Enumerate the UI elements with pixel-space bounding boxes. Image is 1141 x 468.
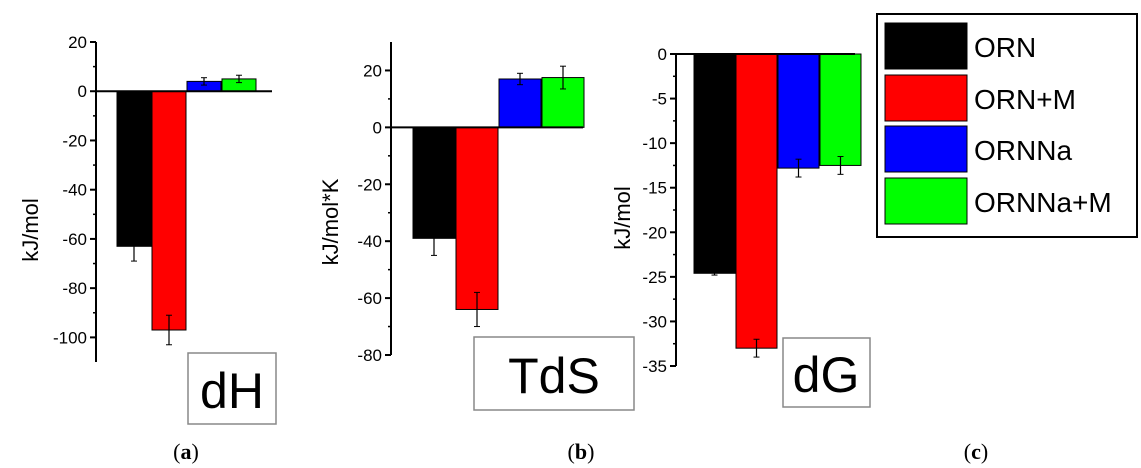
panel-c-bar-orn [693, 53, 736, 274]
panel-a-y-tick-label: 20 [68, 33, 87, 52]
panel-b-bar-ornna [498, 78, 542, 128]
panel-b-bar-orn [412, 126, 456, 239]
panel-a-y-axis-label: kJ/mol [18, 198, 43, 262]
panel-b: kJ/mol*K 20 0 -20 -40 -60 -80 TdS [318, 42, 635, 411]
legend-swatch-orn [884, 22, 968, 70]
panel-b-y-axis-label: kJ/mol*K [318, 178, 343, 265]
panel-c-bar-orn-m [735, 53, 778, 349]
legend-swatch-ornna [884, 125, 968, 173]
panel-c-bar-ornna [777, 53, 820, 169]
panel-c: kJ/mol 0 -5 -10 -15 -20 -25 -30 -35 dG [610, 45, 871, 408]
panel-c-bar-ornna-m [819, 53, 862, 166]
panel-c-y-tick-label: -25 [642, 268, 667, 287]
legend: ORN ORN+M ORNNa ORNNa+M [876, 13, 1138, 238]
panel-a-y-tick-label: 0 [78, 82, 87, 101]
panel-b-y-tick-label: -20 [357, 175, 382, 194]
panel-c-y-axis-label: kJ/mol [610, 186, 635, 250]
panel-c-y-tick-label: -30 [642, 312, 667, 331]
panel-c-y-tick-label: 0 [658, 45, 667, 64]
panel-a-bar-orn [116, 90, 152, 247]
panel-b-y-tick-label: 0 [373, 118, 382, 137]
panel-a-y-tick-label: -80 [62, 279, 87, 298]
panel-c-y-tick-label: -20 [642, 223, 667, 242]
panel-caption-c: (c) [964, 439, 988, 464]
panel-b-bar-orn-m [455, 126, 499, 310]
panel-b-y-tick-label: -80 [357, 346, 382, 365]
panel-a: kJ/mol 20 0 -20 -40 -60 -80 -100 dH [18, 33, 277, 425]
panel-c-title-box [782, 337, 871, 408]
panel-b-title-box [473, 336, 635, 411]
panel-a-bar-orn-m [151, 90, 187, 331]
panel-a-y-tick-label: -20 [62, 131, 87, 150]
panel-c-y-tick-label: -10 [642, 134, 667, 153]
panel-b-y-tick-label: -40 [357, 232, 382, 251]
panel-a-y-tick-label: -100 [53, 328, 87, 347]
legend-label-ornna: ORNNa [974, 135, 1072, 166]
panel-a-y-tick-label: -40 [62, 181, 87, 200]
panel-b-title: TdS [508, 348, 600, 404]
panel-c-y-tick-label: -35 [642, 357, 667, 376]
legend-swatch-ornna-m [884, 177, 968, 225]
legend-label-orn: ORN [974, 32, 1036, 63]
panel-c-title: dG [793, 347, 860, 403]
panel-c-y-tick-label: -15 [642, 179, 667, 198]
panel-caption-b: (b) [568, 439, 595, 464]
legend-label-ornna-m: ORNNa+M [974, 187, 1112, 218]
panel-b-y-tick-label: -60 [357, 289, 382, 308]
panel-c-y-tick-label: -5 [652, 90, 667, 109]
panel-a-title-box [187, 352, 277, 425]
panel-a-title: dH [200, 363, 264, 419]
legend-swatch-orn-m [884, 74, 968, 122]
panel-b-y-tick-label: 20 [363, 61, 382, 80]
panel-caption-a: (a) [173, 439, 199, 464]
legend-label-orn-m: ORN+M [974, 84, 1076, 115]
panel-a-y-tick-label: -60 [62, 230, 87, 249]
